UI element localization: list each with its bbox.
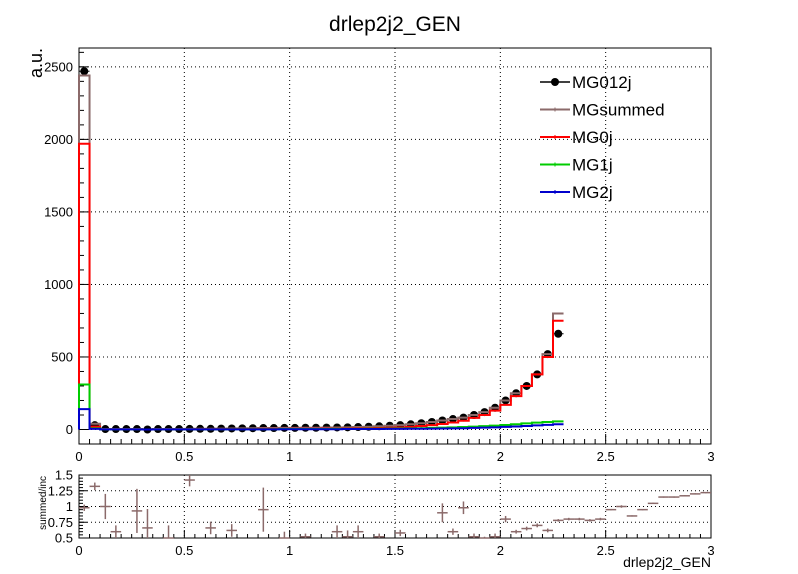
ratio-point-4 — [131, 488, 143, 533]
ratio-point-28 — [542, 528, 553, 533]
ratio-point-27 — [531, 523, 543, 528]
legend: MG012j MGsummed MG0j MG1j MG2j — [540, 73, 665, 202]
legend-label-MG0j: MG0j — [572, 128, 613, 147]
ratio-point-5 — [142, 509, 153, 538]
main-ytick-label-5: 2500 — [44, 59, 73, 74]
ratio-point-11 — [279, 531, 290, 539]
series-MG012j — [79, 67, 564, 434]
ratio-point-35 — [616, 505, 627, 508]
ratio-y-axis-label: summed/inc — [38, 476, 49, 530]
series-MG2j — [78, 408, 564, 431]
ratio-point-13 — [331, 525, 343, 538]
main-ytick-label-4: 2000 — [44, 132, 73, 147]
chart-title: drlep2j2_GEN — [329, 13, 461, 36]
data-point-MG012j-45 — [554, 329, 563, 338]
data-point-MG012j-0 — [80, 67, 89, 76]
ratio-point-22 — [479, 536, 490, 539]
ratio-point-38 — [647, 502, 659, 505]
ratio-point-41 — [679, 495, 690, 497]
legend-label-MG012j: MG012j — [572, 73, 632, 92]
main-xtick-label-2: 1 — [286, 449, 293, 464]
ratio-xtick-label-4: 2 — [497, 543, 504, 558]
y-axis-label: a.u. — [26, 48, 46, 78]
ratio-point-21 — [468, 533, 480, 538]
ratio-point-2 — [100, 493, 111, 520]
ratio-point-31 — [574, 517, 585, 521]
legend-label-MG1j: MG1j — [572, 156, 613, 175]
legend-label-MGsummed: MGsummed — [572, 101, 665, 120]
ratio-point-19 — [447, 528, 459, 535]
main-xtick-label-3: 1.5 — [386, 449, 404, 464]
ratio-point-26 — [521, 526, 532, 531]
ratio-point-33 — [595, 517, 606, 521]
ratio-xtick-label-0: 0 — [75, 543, 82, 558]
main-xtick-label-5: 2.5 — [597, 449, 615, 464]
ratio-point-29 — [553, 519, 564, 522]
ratio-point-24 — [500, 515, 511, 523]
ratio-point-8 — [205, 521, 216, 535]
ratio-point-25 — [510, 529, 522, 534]
main-xtick-label-6: 3 — [707, 449, 714, 464]
main-xtick-label-1: 0.5 — [175, 449, 193, 464]
ratio-xtick-label-6: 3 — [707, 543, 714, 558]
ratio-point-7 — [184, 475, 195, 487]
ratio-point-39 — [658, 496, 669, 498]
ratio-ytick-label-1: 0.75 — [48, 515, 73, 530]
ratio-point-32 — [584, 519, 596, 522]
x-axis-label: drlep2j2_GEN — [623, 554, 711, 570]
ratio-point-42 — [689, 493, 701, 495]
legend-label-MG2j: MG2j — [572, 183, 613, 202]
ratio-ytick-label-0: 0.5 — [55, 531, 73, 546]
main-xtick-label-0: 0 — [75, 449, 82, 464]
main-plot: 0 0.5 1 1.5 2 2.5 3 0 500 1000 1500 2000 2500 — [44, 47, 715, 464]
ratio-xtick-label-2: 1 — [286, 543, 293, 558]
series-line-MG2j — [78, 408, 564, 431]
ratio-point-34 — [605, 508, 617, 511]
ratio-point-14 — [342, 530, 353, 538]
main-ytick-label-2: 1000 — [44, 277, 73, 292]
ratio-point-10 — [258, 487, 269, 532]
main-ytick-label-1: 500 — [51, 349, 73, 364]
main-xtick-label-4: 2 — [497, 449, 504, 464]
ratio-xtick-label-5: 2.5 — [597, 543, 615, 558]
ratio-point-15 — [352, 525, 364, 538]
ratio-point-23 — [489, 533, 501, 538]
ratio-point-20 — [458, 501, 469, 515]
ratio-point-0 — [79, 504, 90, 511]
series-line-MGsummed — [78, 74, 564, 431]
main-ytick-label-3: 1500 — [44, 204, 73, 219]
ratio-ytick-label-4: 1.5 — [55, 468, 73, 483]
ratio-point-40 — [668, 496, 680, 498]
ratio-point-3 — [110, 525, 122, 538]
series-MG0j — [78, 142, 564, 431]
main-ytick-label-0: 0 — [66, 422, 73, 437]
ratio-point-6 — [163, 525, 174, 539]
ratio-ytick-label-3: 1.25 — [48, 483, 73, 498]
ratio-point-9 — [226, 524, 237, 537]
ratio-point-30 — [563, 517, 575, 521]
ratio-point-37 — [637, 508, 648, 511]
ratio-ytick-label-2: 1 — [66, 499, 73, 514]
ratio-point-18 — [437, 503, 448, 523]
ratio-point-36 — [626, 515, 638, 517]
legend-marker-MG012j — [551, 78, 559, 86]
ratio-point-17 — [395, 529, 406, 537]
ratio-xtick-label-3: 1.5 — [386, 543, 404, 558]
ratio-point-12 — [300, 533, 311, 538]
ratio-point-16 — [373, 533, 385, 538]
ratio-point-43 — [700, 491, 711, 494]
series-line-MG0j — [78, 142, 564, 431]
ratio-xtick-label-1: 0.5 — [175, 543, 193, 558]
ratio-point-1 — [89, 482, 101, 491]
series-MGsummed — [78, 74, 564, 431]
